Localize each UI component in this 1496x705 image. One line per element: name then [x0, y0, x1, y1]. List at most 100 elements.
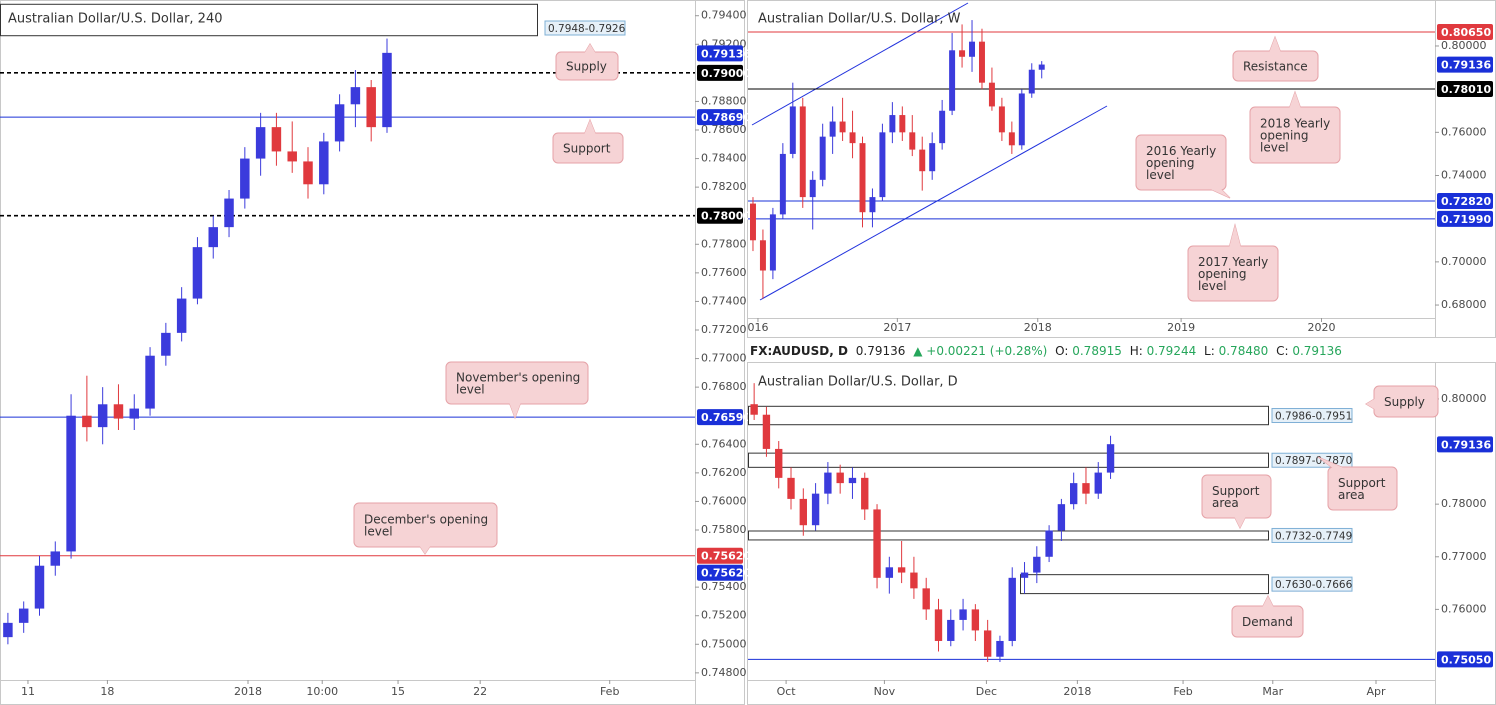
x-tick-label: Dec — [976, 685, 997, 698]
zone — [1020, 574, 1269, 595]
callout-joint — [1229, 225, 1241, 248]
callout-text: December's opening — [364, 513, 488, 527]
callout-text: opening — [1146, 156, 1195, 170]
zone-label-box — [1271, 527, 1353, 543]
y-tick-label: 0.80000 — [1441, 39, 1487, 52]
y-tick-label: 0.76200 — [701, 466, 747, 479]
callout-text: area — [1212, 496, 1239, 510]
price-badge — [1437, 436, 1493, 453]
candle-body — [897, 567, 906, 573]
y-tick-label: 0.77200 — [701, 323, 747, 336]
candle-body — [922, 588, 930, 610]
y-tick-label: 0.77000 — [701, 352, 747, 365]
candle-body — [819, 136, 826, 180]
candle-body — [899, 115, 906, 133]
change-arrow: ▲ — [913, 344, 923, 358]
high-label: H: — [1130, 344, 1143, 358]
price-badge-label: 0.79136 — [701, 47, 751, 60]
callout-text: level — [1260, 141, 1289, 155]
price-badge-label: 0.78690 — [701, 111, 751, 124]
x-tick-label: 2018 — [1063, 685, 1091, 698]
candle-body — [750, 404, 758, 415]
x-tick-label: Apr — [1366, 685, 1386, 698]
price-badge-label: 0.71990 — [1441, 213, 1491, 226]
plot-area — [748, 20, 1435, 299]
candle-body — [66, 415, 76, 552]
candle-body — [287, 151, 297, 162]
price-badge — [1437, 56, 1493, 73]
zone-label-box — [544, 20, 626, 36]
candle-body — [1018, 93, 1025, 146]
chart-layer: 0.794000.792000.788000.786000.784000.782… — [0, 3, 1493, 698]
candle-body — [934, 609, 943, 641]
candle-body — [829, 121, 836, 137]
price-badge — [697, 64, 743, 81]
callout-joint — [1318, 457, 1346, 469]
price-badge — [697, 207, 743, 224]
y-tick-label: 0.76800 — [701, 380, 747, 393]
candle-body — [959, 609, 967, 620]
callout-joint — [509, 402, 521, 418]
x-tick-label: 2019 — [1167, 321, 1195, 334]
y-tick-label: 0.77000 — [1441, 550, 1487, 563]
callout-joint — [1289, 92, 1301, 109]
price-badge-label: 0.76590 — [701, 411, 751, 424]
candle-body — [885, 567, 894, 578]
panel: 0.80000 0.76000 0.74000 0.70000 0.68000 016 20… — [747, 12, 1493, 334]
candle-body — [34, 565, 45, 609]
candle-body — [949, 50, 956, 111]
close-value: 0.79136 — [1292, 344, 1342, 358]
candle-body — [1045, 530, 1053, 557]
callout-joint — [584, 44, 596, 54]
candle-body — [255, 127, 266, 159]
price-badge-label: 0.80650 — [1441, 26, 1491, 39]
x-tick-label: Feb — [600, 685, 619, 698]
callout-joint — [1366, 398, 1376, 410]
candle-body — [1069, 483, 1078, 505]
candle-body — [787, 477, 795, 499]
candle-body — [799, 106, 806, 198]
symbol: FX:AUDUSD, D — [750, 344, 848, 358]
candle-body — [319, 141, 329, 185]
zone-label: 0.7986-0.7951 — [1275, 411, 1352, 423]
candle-body — [873, 509, 881, 578]
price-badge — [1437, 210, 1493, 227]
annotation: Supply — [1365, 385, 1439, 418]
price-badge — [697, 409, 743, 426]
price-badge — [1437, 80, 1493, 97]
callout-text: level — [1146, 168, 1175, 182]
candle-body — [811, 493, 820, 526]
candle-body — [303, 161, 313, 185]
candle-body — [861, 477, 869, 510]
price-badge-label: 0.75620 — [701, 550, 751, 563]
y-tick-label: 0.76400 — [701, 437, 747, 450]
callout-text: level — [364, 525, 393, 539]
candle-body — [869, 197, 876, 213]
callout-text: Support — [1212, 484, 1260, 498]
candle-body — [996, 640, 1004, 657]
zone-label-box — [1271, 576, 1353, 592]
x-tick-label: 10:00 — [306, 685, 338, 698]
y-tick-label: 0.75400 — [701, 580, 747, 593]
candle-body — [129, 408, 139, 419]
candle-body — [983, 630, 992, 657]
candle-body — [939, 110, 946, 144]
callout-text: Resistance — [1243, 60, 1308, 74]
y-tick-label: 0.75000 — [701, 637, 747, 650]
callout-text: opening — [1260, 129, 1309, 143]
price-badge-label: 0.72820 — [1441, 195, 1491, 208]
candle-body — [50, 551, 61, 566]
callout-text: Support — [563, 142, 611, 156]
candle-body — [161, 332, 171, 356]
zone — [748, 452, 1269, 468]
y-tick-label: 0.75200 — [701, 609, 747, 622]
candle-body — [998, 106, 1005, 133]
candle-body — [836, 472, 844, 484]
y-tick-label: 0.78600 — [701, 123, 747, 136]
y-tick-label: 0.77800 — [701, 237, 747, 250]
zone-label: 0.7630-0.7666 — [1275, 579, 1353, 591]
